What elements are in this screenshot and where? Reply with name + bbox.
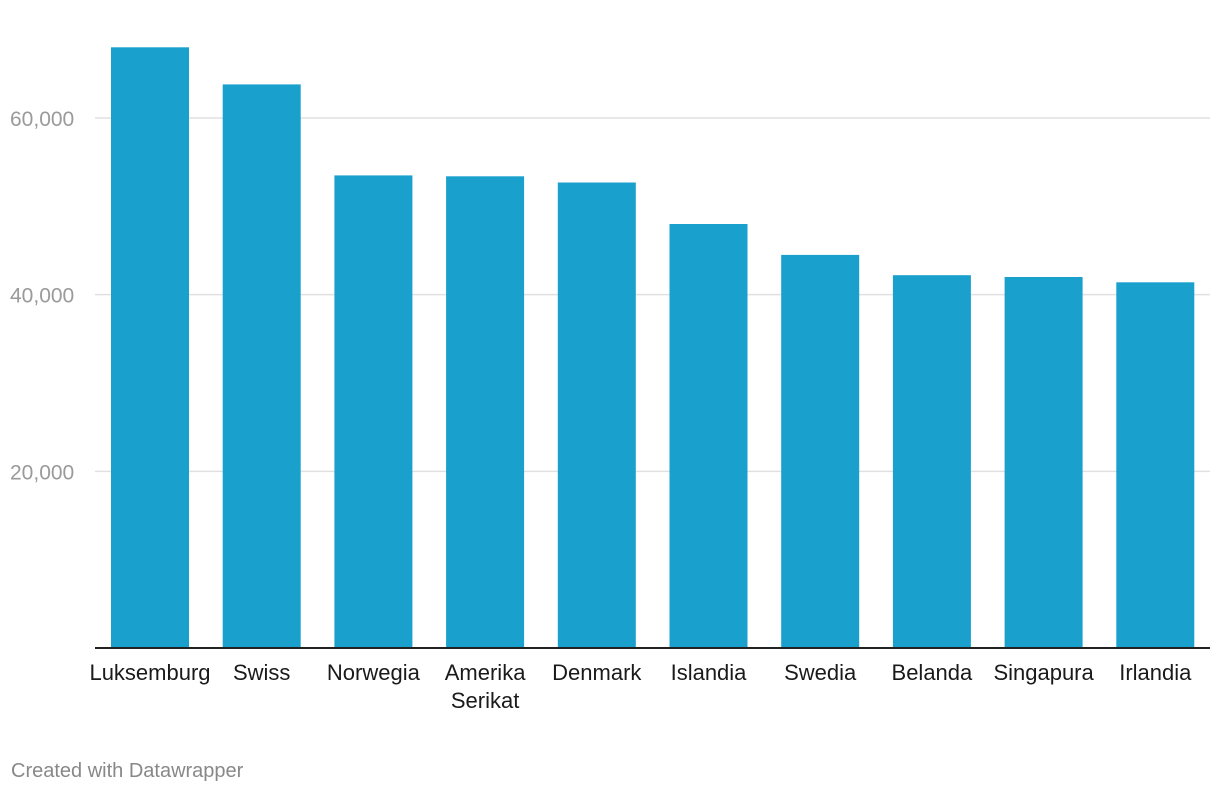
x-tick-label: Norwegia [327, 660, 421, 685]
bar-chart: 20,000 40,000 60,000 Luksemburg Swiss Norweg… [10, 47, 1210, 713]
x-tick-label: Singapura [993, 660, 1094, 685]
bar [1116, 282, 1195, 648]
bar [1004, 277, 1083, 648]
x-tick-label: Islandia [671, 660, 748, 685]
x-tick-label: Luksemburg [89, 660, 210, 685]
bar [892, 275, 971, 648]
y-tick-label: 40,000 [10, 285, 74, 308]
bar [446, 176, 525, 649]
x-tick-label: Denmark [552, 660, 642, 685]
bar [222, 84, 301, 648]
y-tick-label: 60,000 [10, 108, 74, 131]
y-axis-tick-labels: 20,000 40,000 60,000 [10, 108, 74, 484]
x-tick-label: Swiss [233, 660, 290, 685]
x-tick-label: Swedia [784, 660, 857, 685]
y-tick-label: 20,000 [10, 461, 74, 484]
datawrapper-credit: Created with Datawrapper [11, 760, 244, 782]
bar [557, 182, 636, 648]
x-tick-label: Amerika Serikat [445, 660, 526, 713]
bar [781, 254, 860, 648]
bar [669, 224, 748, 648]
bar [111, 47, 189, 649]
x-tick-label: Belanda [892, 660, 974, 685]
x-axis-tick-labels: Luksemburg Swiss Norwegia Amerika Serikat Den… [89, 660, 1192, 713]
bars [111, 47, 1195, 649]
x-tick-label: Irlandia [1119, 660, 1192, 685]
bar [334, 175, 413, 648]
